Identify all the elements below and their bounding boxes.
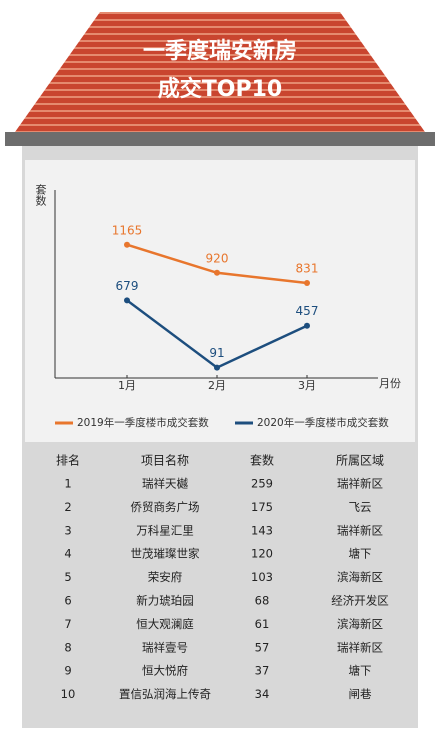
title: 一季度瑞安新房: [143, 38, 297, 64]
table-header: 套数: [250, 453, 274, 468]
table-header: 所属区域: [336, 454, 384, 468]
table-cell: 荣安府: [148, 570, 183, 584]
table-cell: 68: [255, 594, 270, 608]
table-header: 排名: [56, 453, 80, 468]
table-cell: 滨海新区: [337, 570, 383, 584]
roof: [15, 12, 425, 132]
table-cell: 4: [64, 547, 71, 561]
table-cell: 恒大悦府: [142, 664, 188, 678]
table-cell: 瑞祥壹号: [142, 640, 188, 654]
y-axis-label: 套数: [34, 184, 47, 207]
table-cell: 侨贸商务广场: [131, 500, 200, 514]
table-cell: 恒大观澜庭: [136, 617, 194, 631]
table-cell: 塘下: [349, 664, 372, 678]
legend-label: 2020年一季度楼市成交套数: [257, 416, 389, 429]
table-cell: 143: [251, 523, 273, 537]
table-cell: 120: [251, 547, 273, 561]
data-label: 457: [296, 304, 319, 318]
table-cell: 新力琥珀园: [136, 594, 194, 608]
table-cell: 259: [251, 477, 273, 491]
data-label: 831: [296, 261, 319, 275]
point: [214, 364, 220, 371]
table-cell: 滨海新区: [337, 617, 383, 631]
x-tick-label: 2月: [208, 379, 226, 392]
legend-label: 2019年一季度楼市成交套数: [77, 416, 209, 429]
x-axis-label: 月份: [379, 377, 401, 390]
table-cell: 103: [251, 570, 273, 584]
point: [124, 241, 130, 248]
table-cell: 34: [255, 687, 270, 701]
table-cell: 置信弘润海上传奇: [119, 687, 211, 701]
point: [304, 279, 310, 286]
table-cell: 7: [64, 617, 71, 631]
table-cell: 世茂璀璨世家: [131, 547, 200, 561]
table-cell: 37: [255, 664, 270, 678]
table-cell: 3: [64, 523, 71, 537]
table-cell: 瑞祥天樾: [142, 477, 188, 491]
table-cell: 175: [251, 500, 273, 514]
data-label: 1165: [112, 223, 143, 237]
table-cell: 飞云: [349, 500, 372, 514]
table-cell: 2: [64, 500, 71, 514]
point: [214, 269, 220, 276]
table-cell: 9: [64, 664, 71, 678]
table-cell: 瑞祥新区: [337, 640, 383, 654]
point: [124, 297, 130, 304]
data-label: 679: [116, 279, 139, 293]
table-cell: 瑞祥新区: [337, 477, 383, 491]
table-cell: 10: [61, 687, 76, 701]
eave: [5, 132, 435, 146]
table-cell: 1: [64, 477, 71, 491]
table-cell: 闸巷: [349, 687, 372, 701]
table-cell: 61: [255, 617, 270, 631]
table-cell: 经济开发区: [331, 594, 389, 608]
chart-panel: [25, 160, 415, 442]
data-label: 91: [209, 346, 224, 360]
table-cell: 8: [64, 640, 71, 654]
x-tick-label: 3月: [298, 379, 316, 392]
data-label: 920: [206, 251, 229, 265]
point: [304, 322, 310, 329]
table-cell: 塘下: [349, 547, 372, 561]
table-cell: 57: [255, 640, 270, 654]
x-tick-label: 1月: [118, 379, 136, 392]
table-cell: 瑞祥新区: [337, 523, 383, 537]
table-cell: 5: [64, 570, 71, 584]
table-cell: 6: [64, 594, 71, 608]
table-header: 项目名称: [141, 453, 189, 468]
title: 成交TOP10: [158, 76, 282, 102]
table-cell: 万科星汇里: [136, 523, 194, 537]
